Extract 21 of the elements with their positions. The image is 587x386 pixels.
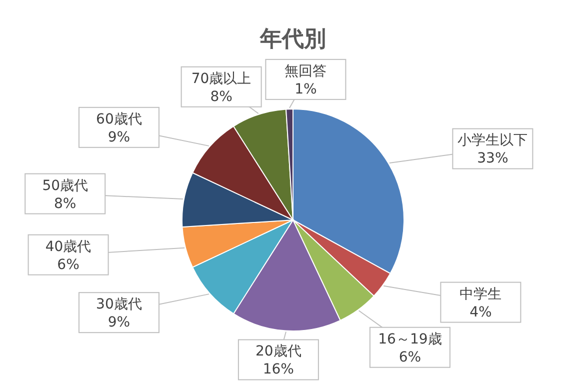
slice-label: 20歳代: [256, 344, 302, 360]
chart-title: 年代別: [259, 27, 326, 52]
data-label: 1%: [294, 81, 317, 98]
slice-label: 70歳以上: [191, 70, 252, 87]
slice-label: 無回答: [284, 63, 327, 80]
slice-label: 60歳代: [96, 111, 142, 128]
slice-label: 30歳代: [96, 296, 142, 313]
data-label: 8%: [210, 88, 232, 105]
data-label: 6%: [398, 349, 422, 366]
slice-label: 16～19歳: [378, 331, 442, 348]
slice-label: 40歳代: [45, 238, 92, 255]
data-label: 6%: [57, 256, 80, 273]
data-label: 9%: [108, 314, 130, 331]
slice-label: 50歳代: [42, 178, 88, 194]
data-label: 16%: [262, 362, 294, 378]
data-label: 8%: [54, 196, 76, 212]
data-label: 33%: [477, 150, 508, 167]
data-label: 9%: [108, 129, 130, 146]
slice-label: 中学生: [460, 286, 502, 302]
slice-label: 小学生以下: [458, 132, 528, 149]
data-label: 4%: [470, 304, 492, 320]
